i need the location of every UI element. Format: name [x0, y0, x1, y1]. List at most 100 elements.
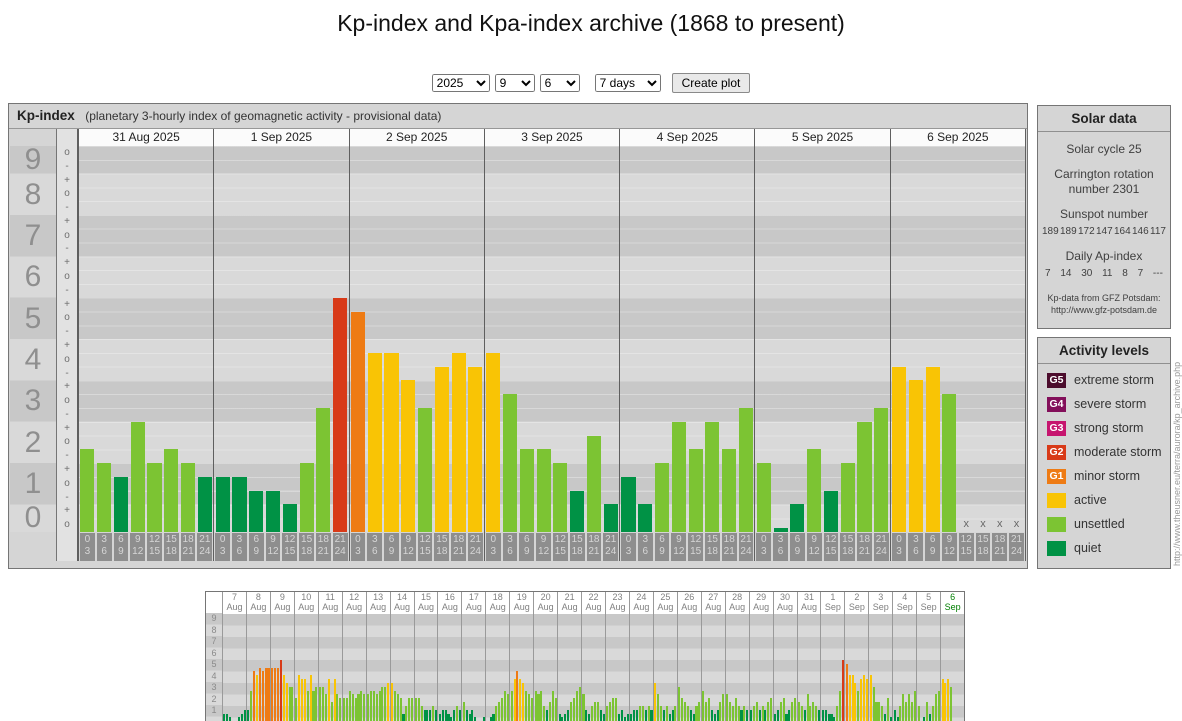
mini-kp-bar: [471, 709, 474, 721]
hour-interval-label: 21 24: [1009, 533, 1024, 561]
year-select[interactable]: 2025: [431, 74, 490, 92]
mini-bar-slot: [782, 614, 785, 721]
mini-day-column: 20 Aug: [534, 592, 559, 721]
mini-bar-slot: [839, 614, 842, 721]
mini-kp-bar: [534, 690, 537, 721]
kp-bar: [181, 462, 196, 532]
mini-bar-slot: [261, 614, 264, 721]
mini-kp-bar: [937, 690, 940, 721]
mini-bar-slot: [731, 614, 734, 721]
kp-bar: [113, 477, 129, 532]
missing-data-marker: x: [997, 518, 1003, 530]
kp-bar: [97, 462, 112, 532]
hour-interval-label: 12 15: [147, 533, 162, 561]
mini-bar-slot: [788, 614, 791, 721]
kp-bar-slot: [552, 146, 569, 532]
legend-item-extreme-storm: G5 extreme storm: [1047, 372, 1170, 388]
mini-bar-slot: [824, 614, 827, 721]
mini-kp-bar: [746, 709, 749, 721]
mini-bar-slot: [806, 614, 809, 721]
mini-day-column: 23 Aug: [606, 592, 630, 721]
hour-interval-label: 18 21: [315, 533, 331, 561]
mini-bar-slot: [384, 614, 387, 721]
mini-bar-slot: [671, 614, 674, 721]
mini-kp-bar: [402, 713, 405, 721]
range-select[interactable]: 7 days: [594, 74, 661, 92]
mini-day-plot: [677, 614, 701, 721]
create-plot-button[interactable]: Create plot: [671, 73, 751, 93]
day-column: 3 Sep 2025 0 3 3 6 6 9 9 12 12 15 15 18 18 21 21 24: [484, 129, 621, 561]
mini-kp-bar: [854, 682, 857, 721]
mini-bar-slot: [591, 614, 594, 721]
legend-label: moderate storm: [1074, 445, 1162, 459]
mini-kp-bar: [926, 702, 929, 721]
mini-kp-bar: [277, 667, 280, 721]
day-select[interactable]: 6: [539, 74, 580, 92]
kp-bar-slot: [721, 146, 738, 532]
kp-bar: [655, 462, 670, 532]
mini-y-label-4: 4: [211, 670, 217, 681]
mini-bar-slot: [474, 614, 477, 721]
month-select[interactable]: 9: [494, 74, 535, 92]
mini-bar-slot: [378, 614, 381, 721]
mini-kp-bar: [551, 690, 554, 721]
legend-label: unsettled: [1074, 517, 1125, 531]
kp-bar-slot: [180, 146, 197, 532]
mini-kp-bar: [468, 713, 471, 721]
mini-kp-bar: [319, 686, 322, 721]
mini-bar-slot: [226, 614, 229, 721]
daily-ap-title: Daily Ap-index: [1065, 249, 1143, 263]
mini-kp-bar: [519, 679, 522, 721]
mini-bar-slot: [402, 614, 405, 721]
mini-bar-slot: [665, 614, 668, 721]
kp-bar: [638, 504, 653, 532]
solar-cycle: Solar cycle 25: [1066, 142, 1142, 156]
mini-kp-bar: [902, 694, 905, 721]
mini-kp-bar: [650, 709, 653, 721]
mini-bar-slot: [755, 614, 758, 721]
mini-bar-slot: [258, 614, 261, 721]
kp-bar: [807, 449, 822, 532]
kp-bar: [942, 394, 957, 532]
mini-kp-bar: [300, 679, 304, 721]
hour-interval-label: 12 15: [552, 533, 568, 561]
kp-bar-slot: [907, 146, 924, 532]
mini-bar-slot: [333, 614, 336, 721]
mini-bar-slot: [746, 614, 749, 721]
hour-interval-label: 15 18: [434, 533, 450, 561]
mini-kp-bar: [444, 709, 447, 721]
kp-bar-slot: [146, 146, 163, 532]
mini-day-label: 14 Aug: [390, 592, 414, 614]
mini-kp-bar: [360, 690, 363, 721]
mini-kp-bar: [872, 686, 875, 721]
kp-bar: [164, 449, 179, 532]
mini-kp-bar: [755, 702, 758, 721]
mini-kp-bar: [405, 705, 408, 721]
kp-bar: [790, 504, 805, 532]
mini-bar-slot: [674, 614, 677, 721]
kp-bar: [536, 449, 551, 532]
kp-bar-slot: [891, 146, 908, 532]
subtick-o: o: [64, 519, 70, 531]
mini-bar-slot: [710, 614, 713, 721]
hour-interval-label: 18 21: [180, 533, 196, 561]
day-plot-area: [79, 146, 214, 532]
kp-bar: [418, 407, 433, 532]
mini-kp-bar: [886, 698, 890, 721]
mini-kp-bar: [501, 698, 504, 721]
mini-bar-slot: [291, 614, 294, 721]
data-source-link[interactable]: http://www.gfz-potsdam.de: [1050, 304, 1158, 315]
mini-day-label: 31 Aug: [797, 592, 821, 614]
mini-kp-bar: [375, 694, 378, 721]
mini-bar-slot: [626, 614, 629, 721]
mini-kp-bar: [408, 698, 411, 721]
kp-bar-slot: [806, 146, 823, 532]
